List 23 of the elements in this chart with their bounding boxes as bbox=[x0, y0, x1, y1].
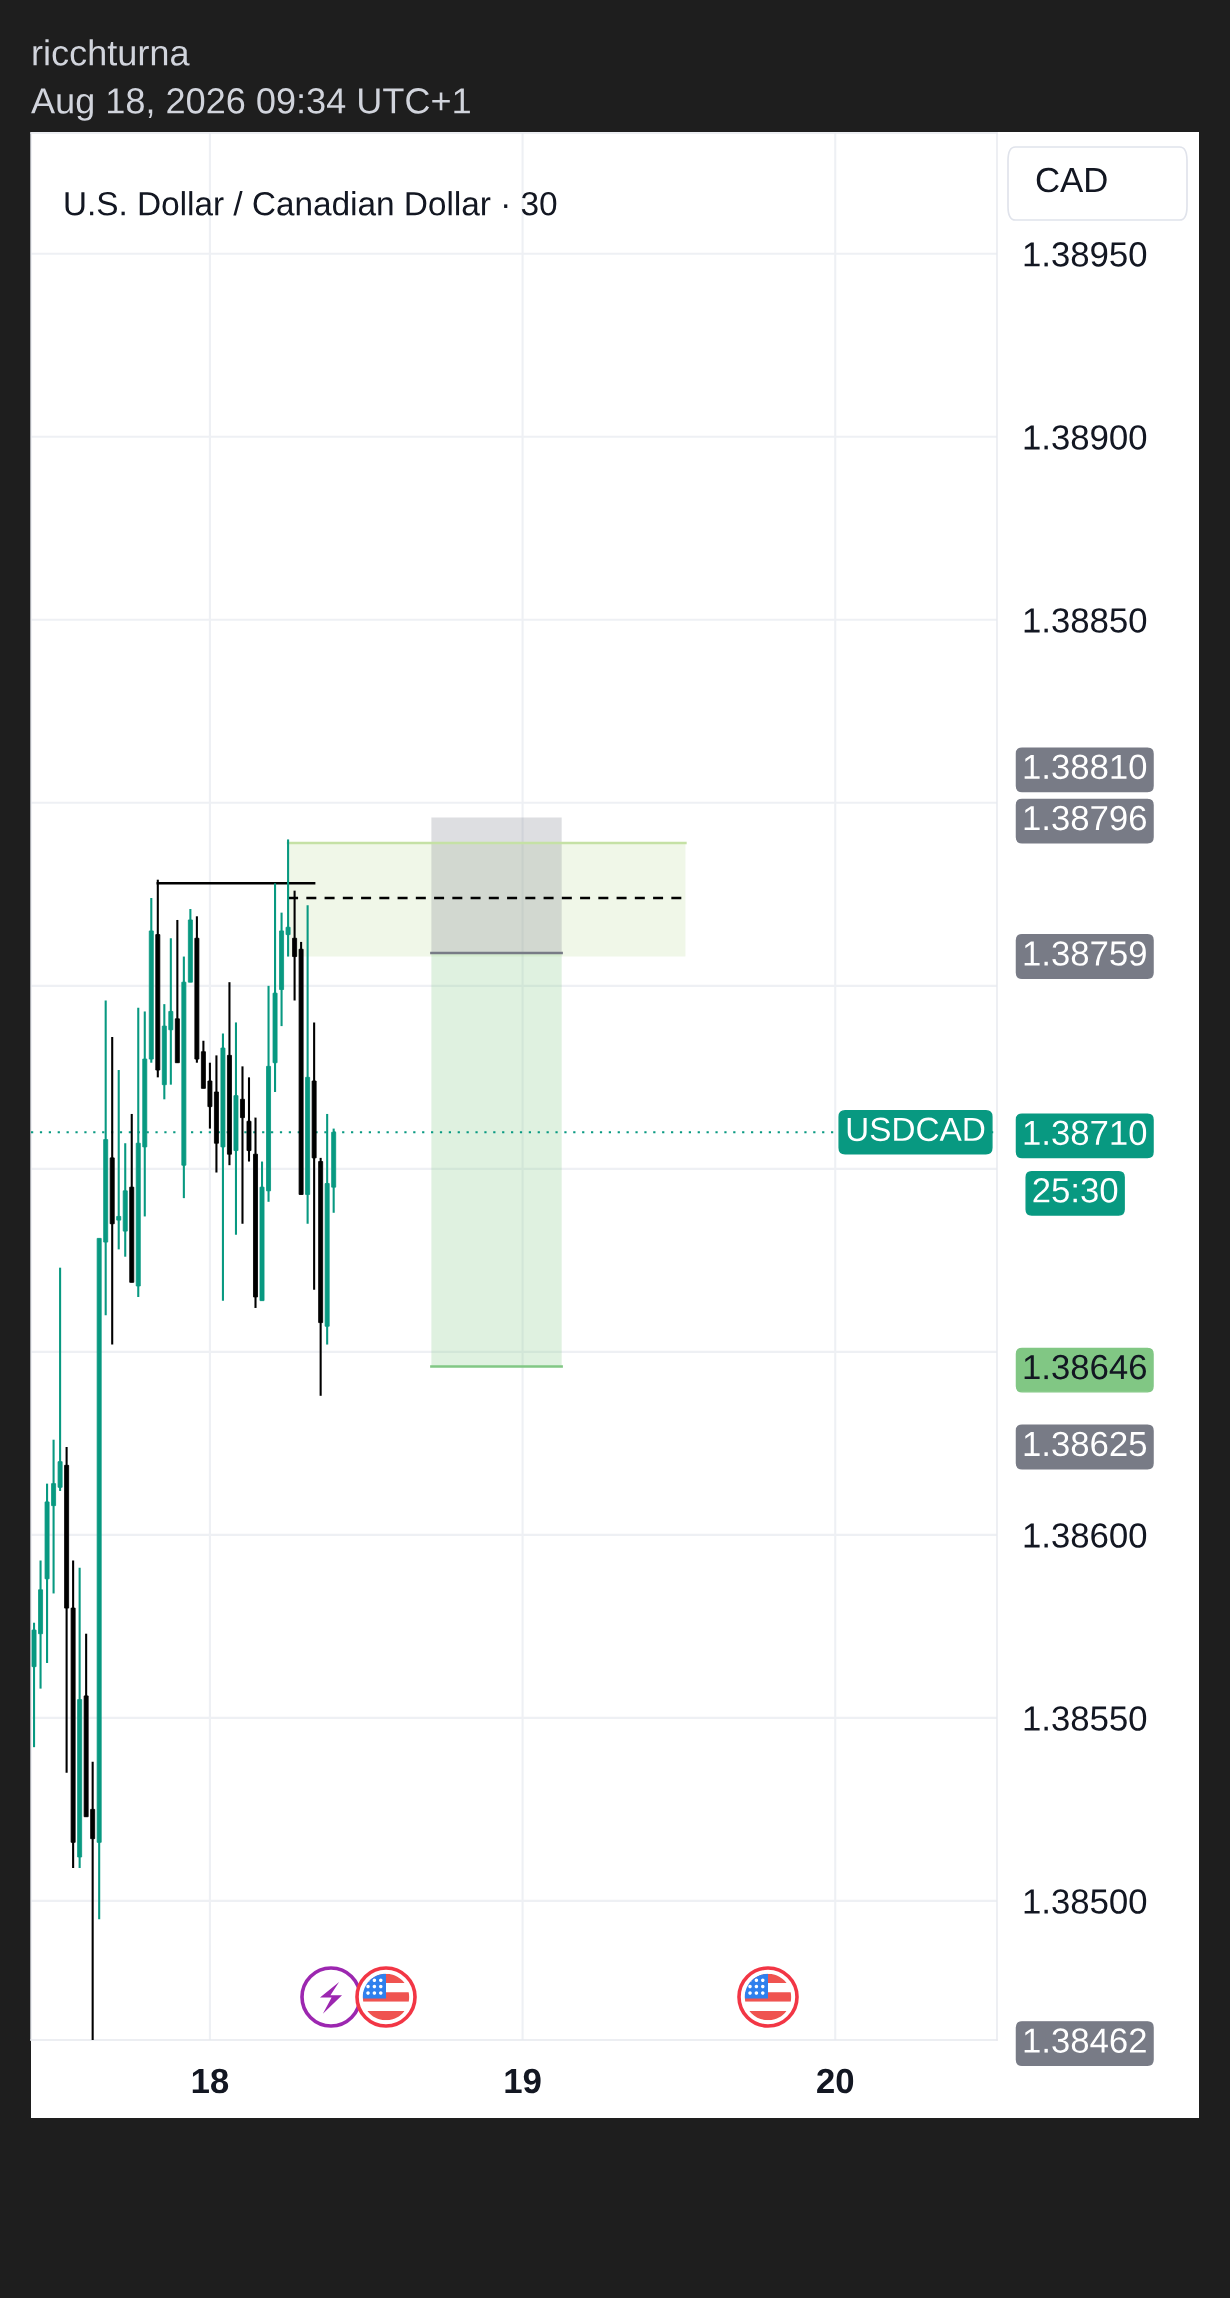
y-tick-label: 1.38900 bbox=[1024, 425, 1147, 450]
y-tick-label: 1.38550 bbox=[1024, 1706, 1147, 1731]
text: ricchturna bbox=[33, 39, 190, 66]
ref-line-label: USDCAD bbox=[847, 1117, 985, 1142]
x-tick-label: 20 bbox=[817, 2068, 854, 2094]
text: U.S. Dollar / Canadian Dollar · 30 bbox=[65, 191, 557, 216]
y-tick-label: 1.38850 bbox=[1024, 608, 1147, 633]
text: 25:30 bbox=[1033, 1178, 1118, 1203]
y2-tick-label: 1.38646 bbox=[1024, 1354, 1146, 1380]
x-tick-label: 19 bbox=[505, 2068, 541, 2094]
x-tick-label: 18 bbox=[192, 2068, 229, 2094]
candlestick bbox=[240, 1065, 245, 1225]
y2-tick-label: 1.38462 bbox=[1024, 2028, 1146, 2053]
y2-tick-label: 1.38710 bbox=[1024, 1120, 1147, 1146]
y-tick-label: 1.38600 bbox=[1024, 1523, 1147, 1548]
text: Aug 18, 2026 09:34 UTC+1 bbox=[31, 88, 470, 121]
y2-tick-label: 1.38625 bbox=[1024, 1431, 1147, 1457]
y-tick-label: 1.38950 bbox=[1024, 242, 1147, 267]
y2-axis-title: CAD bbox=[1036, 167, 1107, 193]
y2-tick-label: 1.38759 bbox=[1024, 941, 1146, 966]
y2-tick-label: 1.38796 bbox=[1024, 805, 1146, 831]
y-tick-label: 1.38500 bbox=[1024, 1889, 1147, 1914]
y2-tick-label: 1.38810 bbox=[1024, 754, 1147, 780]
